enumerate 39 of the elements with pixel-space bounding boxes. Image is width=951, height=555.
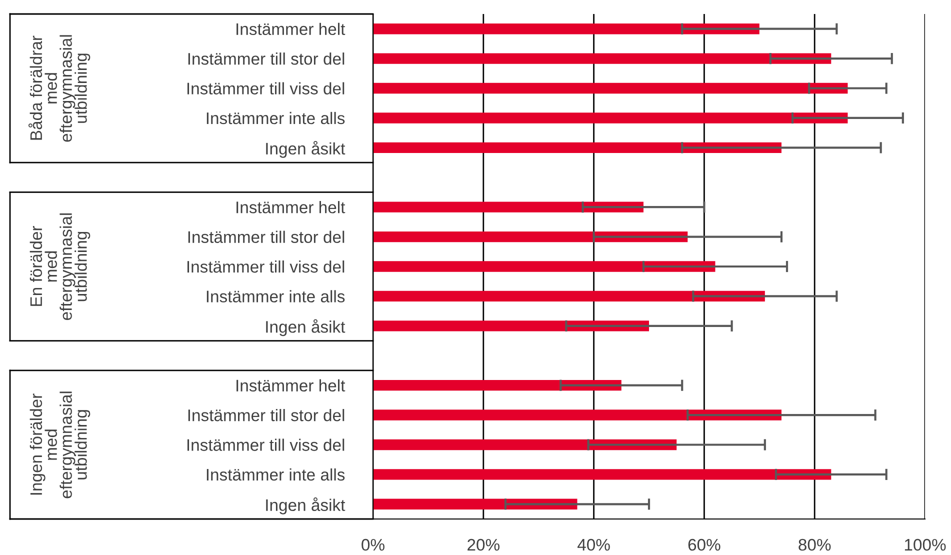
bar xyxy=(373,469,832,480)
text: En förälder med eftergymnasial utbildning xyxy=(30,213,90,320)
bar xyxy=(373,290,765,302)
y-tick-label: Instämmer helt xyxy=(236,201,346,214)
bar xyxy=(373,24,760,34)
x-tick-label: 20% xyxy=(468,538,500,551)
bar xyxy=(373,439,677,450)
bar xyxy=(373,53,832,64)
y-tick-label: Ingen åsikt xyxy=(266,319,346,336)
y-tick-label: Instämmer inte alls xyxy=(206,468,345,481)
bar xyxy=(373,142,782,154)
y-tick-label: Instämmer till viss del xyxy=(187,438,344,451)
y-tick-label: Ingen åsikt xyxy=(266,497,346,514)
text: Båda föräldrar med eftergymnasial utbildning xyxy=(28,35,90,142)
y-tick-label: Instämmer till viss del xyxy=(187,260,344,273)
y-tick-label: Instämmer helt xyxy=(236,379,346,392)
y-tick-label: Instämmer inte alls xyxy=(206,112,345,124)
bar xyxy=(373,410,782,420)
y-tick-label: Instämmer helt xyxy=(236,22,346,36)
y-tick-label: Instämmer till stor del xyxy=(188,230,344,243)
y-tick-label: Ingen åsikt xyxy=(266,140,346,158)
y-tick-label: Instämmer inte alls xyxy=(206,290,345,302)
x-tick-label: 100% xyxy=(904,538,946,551)
y-tick-label: Instämmer till stor del xyxy=(188,408,344,422)
bar xyxy=(373,112,848,124)
bar xyxy=(373,380,622,391)
x-tick-label: 80% xyxy=(798,538,831,551)
x-tick-label: 0% xyxy=(362,538,384,551)
bar xyxy=(373,231,688,242)
bar xyxy=(373,498,578,510)
x-tick-label: 40% xyxy=(578,538,610,551)
x-tick-label: 60% xyxy=(688,538,720,551)
bar xyxy=(373,320,649,332)
y-tick-label: Instämmer till viss del xyxy=(187,82,344,94)
bar xyxy=(373,82,848,94)
bar xyxy=(373,261,716,272)
bar xyxy=(373,202,644,212)
text: Ingen förälder med eftergymnasial utbildning xyxy=(30,392,90,498)
y-tick-label: Instämmer till stor del xyxy=(188,52,344,65)
